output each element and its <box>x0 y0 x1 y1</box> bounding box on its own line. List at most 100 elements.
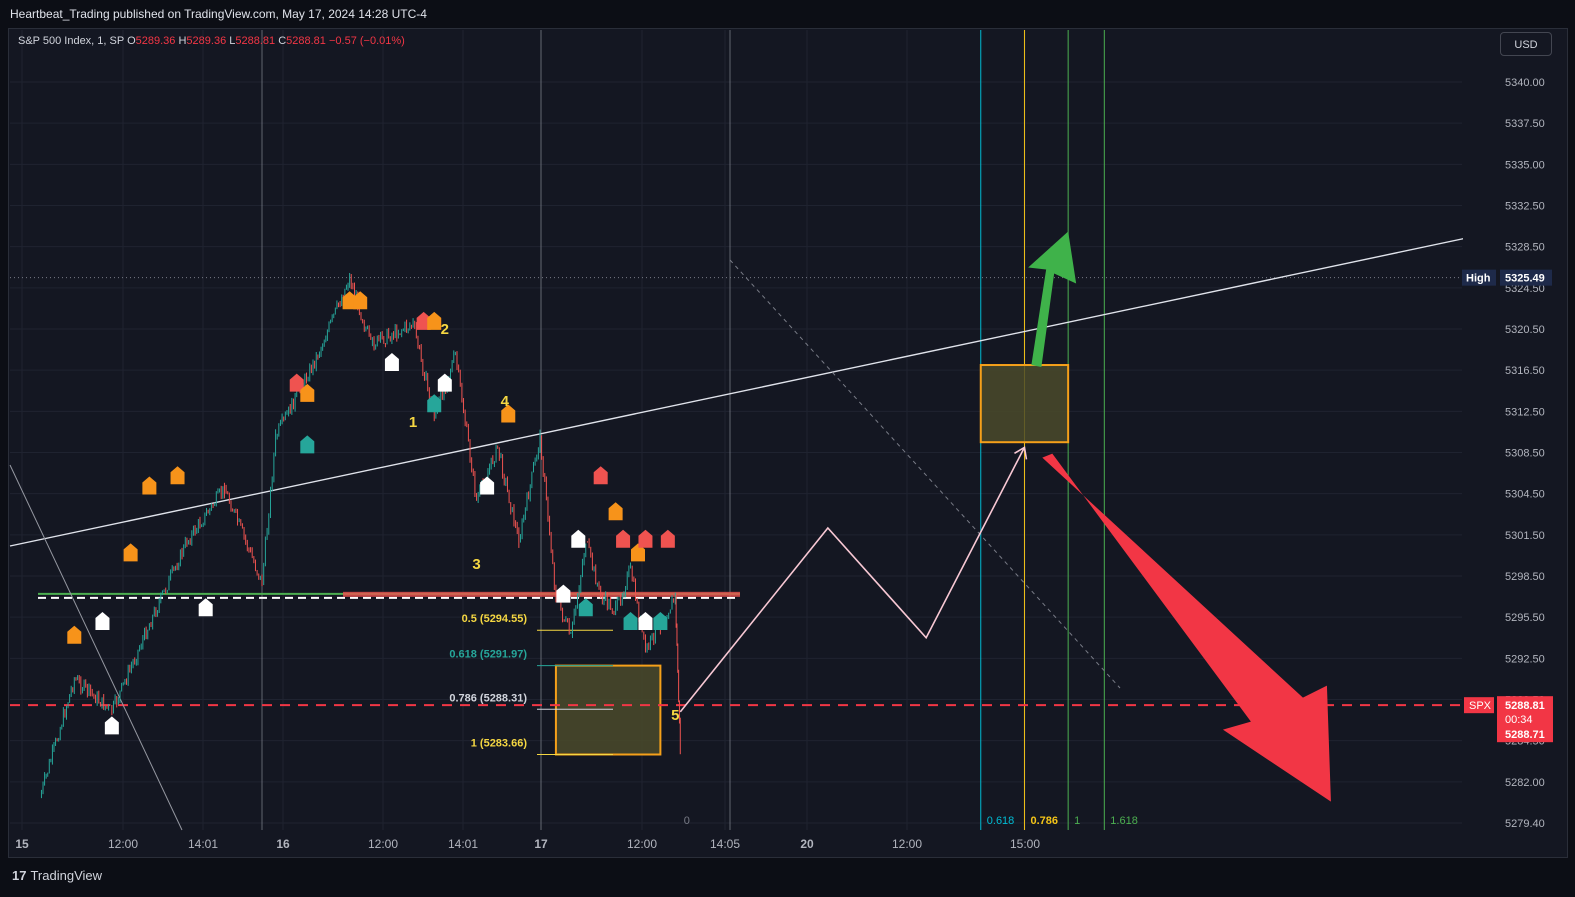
drawing-tools: 0.5 (5294.55) 0.618 (5291.97) 0.786 (5288.… <box>9 231 1496 831</box>
fib-level-label: 1 (5283.66) <box>471 737 528 749</box>
time-axis: 15 12:00 14:01 16 12:00 14:01 17 12:00 14:05 20 12… <box>15 837 1040 851</box>
signal-marker <box>427 394 442 413</box>
wave-label: 2 <box>441 321 449 338</box>
fib-level-label: 0.786 (5288.31) <box>449 692 527 704</box>
signal-marker <box>289 373 304 392</box>
signal-marker <box>631 543 645 562</box>
price-tick: 5295.50 <box>1505 612 1545 624</box>
signal-marker <box>353 291 368 310</box>
signal-marker <box>427 311 442 330</box>
zones <box>554 364 1070 756</box>
publisher-text: Heartbeat_Trading published on TradingVi… <box>10 7 427 21</box>
price-tick: 5328.50 <box>1505 242 1545 254</box>
signal-marker <box>198 598 213 617</box>
signal-marker <box>416 311 431 330</box>
footer-bar <box>0 862 1575 897</box>
signal-marker <box>300 435 315 454</box>
high-tag-bg <box>1462 269 1496 286</box>
price-tick: 5308.50 <box>1505 448 1545 460</box>
open-label: O <box>127 35 136 47</box>
signal-marker <box>608 502 623 521</box>
time-tick: 14:05 <box>710 837 740 851</box>
time-tick: 12:00 <box>627 837 657 851</box>
tradingview-logo-text: TradingView <box>30 868 103 883</box>
signal-marker <box>300 383 315 402</box>
signal-marker <box>571 529 586 548</box>
tradingview-logo[interactable]: 17 TradingView <box>12 868 102 883</box>
price-tick: 5332.50 <box>1505 201 1545 213</box>
signal-marker <box>480 476 495 495</box>
low-label: L <box>229 35 236 47</box>
up-arrow <box>1028 231 1077 368</box>
signal-marker <box>638 612 653 631</box>
time-tick: 20 <box>800 837 814 851</box>
close-value: 5288.81 <box>286 35 326 47</box>
price-tick: 5279.40 <box>1505 818 1545 830</box>
fib-level-label: 0.618 (5291.97) <box>449 649 527 661</box>
signal-marker <box>342 291 357 310</box>
price-tick: 5340.00 <box>1505 77 1545 89</box>
time-tick: 15 <box>15 837 29 851</box>
signal-marker <box>638 529 653 548</box>
price-tick: 5298.50 <box>1505 571 1545 583</box>
fib-time-zone-label: 0 <box>684 815 690 827</box>
signal-marker <box>653 612 668 631</box>
signal-marker <box>170 466 185 485</box>
time-tick: 12:00 <box>108 837 138 851</box>
price-tick: 5320.50 <box>1505 324 1545 336</box>
wave-label: 5 <box>671 707 679 724</box>
signal-marker <box>616 529 631 548</box>
signal-marker <box>123 543 138 562</box>
signal-marker <box>142 476 157 495</box>
high-price-value: 5325.49 <box>1505 273 1545 285</box>
time-tick: 17 <box>534 837 548 851</box>
signal-marker <box>556 584 571 603</box>
countdown: 00:34 <box>1505 714 1533 726</box>
signal-marker <box>593 466 608 485</box>
last-price-value: 5288.81 <box>1505 700 1545 712</box>
down-arrow <box>1042 453 1331 802</box>
signal-marker <box>623 612 638 631</box>
last-price-bg <box>1497 696 1553 743</box>
price-tick: 5282.00 <box>1505 777 1545 789</box>
wave-label: 1 <box>409 414 417 431</box>
resistance-band <box>343 591 740 597</box>
signal-marker <box>501 404 516 423</box>
signal-marker <box>384 353 399 372</box>
price-tick: 5312.50 <box>1505 406 1545 418</box>
support-zone <box>554 664 662 756</box>
open-value: 5289.36 <box>135 35 176 47</box>
projection-path <box>679 446 1026 713</box>
symbol-tag-bg <box>1464 697 1494 714</box>
currency-button[interactable]: USD <box>1500 32 1552 56</box>
price-tick: 5292.50 <box>1505 653 1545 665</box>
close-label: C <box>278 35 287 47</box>
high-value: 5289.36 <box>186 35 227 47</box>
change-value: −0.57 (−0.01%) <box>328 35 405 47</box>
time-tick: 12:00 <box>368 837 398 851</box>
time-tick: 12:00 <box>892 837 922 851</box>
signal-marker <box>578 598 593 617</box>
signal-marker <box>95 612 110 631</box>
price-tick: 5301.50 <box>1505 530 1545 542</box>
fib-time-zone-label: 0.618 <box>987 815 1015 827</box>
price-tick: 5337.50 <box>1505 118 1545 130</box>
fib-time-zone-label: 1.618 <box>1110 815 1138 827</box>
fib-level-label: 0.5 (5294.55) <box>462 613 528 625</box>
fib-time-zone-label: 0.786 <box>1030 815 1058 827</box>
symbol-legend: S&P 500 Index, 1, SP O5289.36 H5289.36 L… <box>18 35 405 47</box>
bid-price-value: 5288.71 <box>1505 729 1545 741</box>
signal-marker <box>67 625 82 644</box>
wave-label: 3 <box>472 556 480 573</box>
signal-marker <box>104 716 119 735</box>
price-series <box>40 272 681 799</box>
time-tick: 14:01 <box>448 837 478 851</box>
fib-time-zone-label: 1 <box>1074 815 1080 827</box>
time-tick: 14:01 <box>188 837 218 851</box>
projection-arrowhead <box>1014 446 1028 460</box>
target-zone <box>979 364 1070 444</box>
fib-time-diagonal <box>729 259 1121 689</box>
price-tick: 5324.50 <box>1505 283 1545 295</box>
symbol-name: S&P 500 Index, 1, SP <box>18 35 125 47</box>
